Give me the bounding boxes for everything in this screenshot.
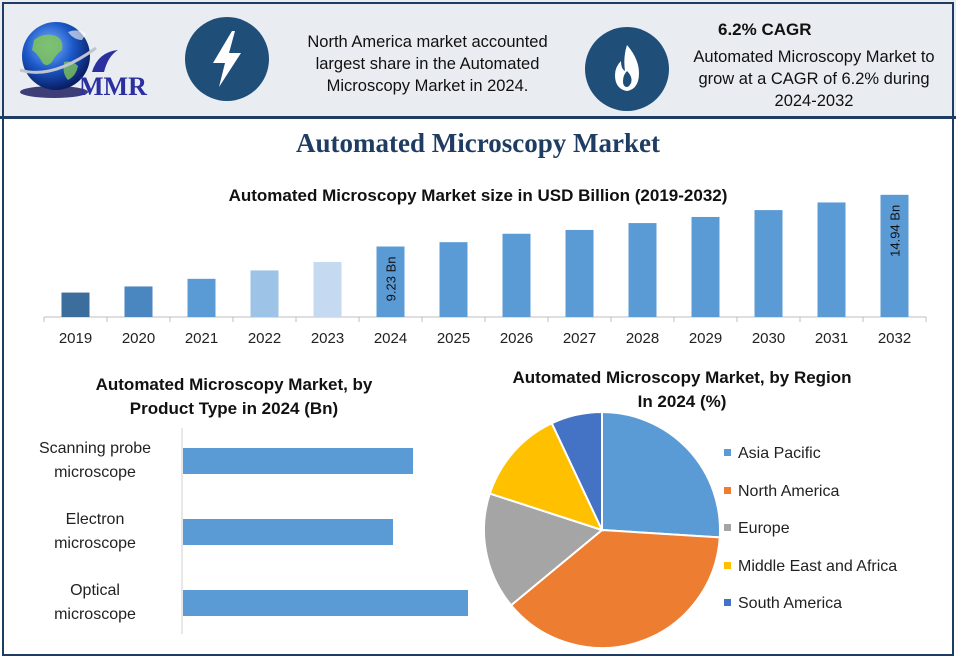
bar-scanning-probe-microscope: [183, 448, 413, 474]
product-type-chart-title-text: Automated Microscopy Market, by Product …: [95, 375, 373, 418]
legend-label: Europe: [738, 520, 790, 537]
logo-text: MMR: [79, 72, 147, 101]
legend-swatch: [724, 524, 731, 532]
legend-label: North America: [738, 482, 840, 500]
lightning-badge: [185, 17, 269, 101]
legend-item-south-america: South America: [724, 594, 842, 614]
category-label-line: Scanning probe: [38, 440, 152, 457]
cagr-text: Automated Microscopy Market to grow at a…: [693, 48, 935, 110]
legend-swatch: [724, 561, 731, 569]
market-highlight-text: North America market accounted largest s…: [307, 33, 548, 95]
category-label-line: Electron: [65, 511, 125, 528]
lightning-icon: [213, 31, 241, 87]
product-type-bar-chart: [181, 428, 468, 634]
category-label: Scanning probe microscope: [20, 437, 170, 485]
product-type-chart-title: Automated Microscopy Market, by Product …: [74, 373, 394, 421]
legend-swatch: [724, 599, 731, 607]
category-label-line: microscope: [54, 606, 136, 623]
bar-optical-microscope: [183, 590, 468, 616]
legend-item-europe: Europe: [724, 519, 790, 539]
category-label-line: Optical: [70, 582, 120, 599]
region-chart-title-text: Automated Microscopy Market, by Region I…: [512, 368, 852, 411]
bar-electron-microscope: [183, 519, 393, 545]
category-label-line: microscope: [54, 535, 136, 552]
legend-item-asia-pacific: Asia Pacific: [724, 444, 821, 464]
header-separator: [0, 116, 956, 119]
globe-icon: [19, 22, 97, 98]
legend-item-north-america: North America: [724, 482, 839, 502]
header-band: [0, 0, 956, 116]
legend-label: South America: [738, 595, 843, 612]
flame-badge: [585, 27, 669, 111]
legend-label: Middle East and Africa: [738, 557, 898, 575]
cagr-title: 6.2% CAGR: [718, 20, 812, 39]
region-chart-title: Automated Microscopy Market, by Region I…: [512, 366, 852, 414]
flame-icon: [615, 45, 639, 91]
legend-swatch: [724, 449, 731, 457]
category-label-line: microscope: [54, 464, 136, 481]
legend-swatch: [724, 486, 731, 494]
market-size-chart-title: Automated Microscopy Market size in USD …: [228, 186, 728, 205]
legend-item-middle-east-and-africa: Middle East and Africa: [724, 557, 897, 577]
logo-swoosh-icon: [92, 50, 118, 72]
page-title: Automated Microscopy Market: [296, 128, 660, 158]
legend-label: Asia Pacific: [738, 445, 821, 462]
category-label: Optical microscope: [20, 579, 170, 627]
category-label: Electron microscope: [20, 508, 170, 556]
